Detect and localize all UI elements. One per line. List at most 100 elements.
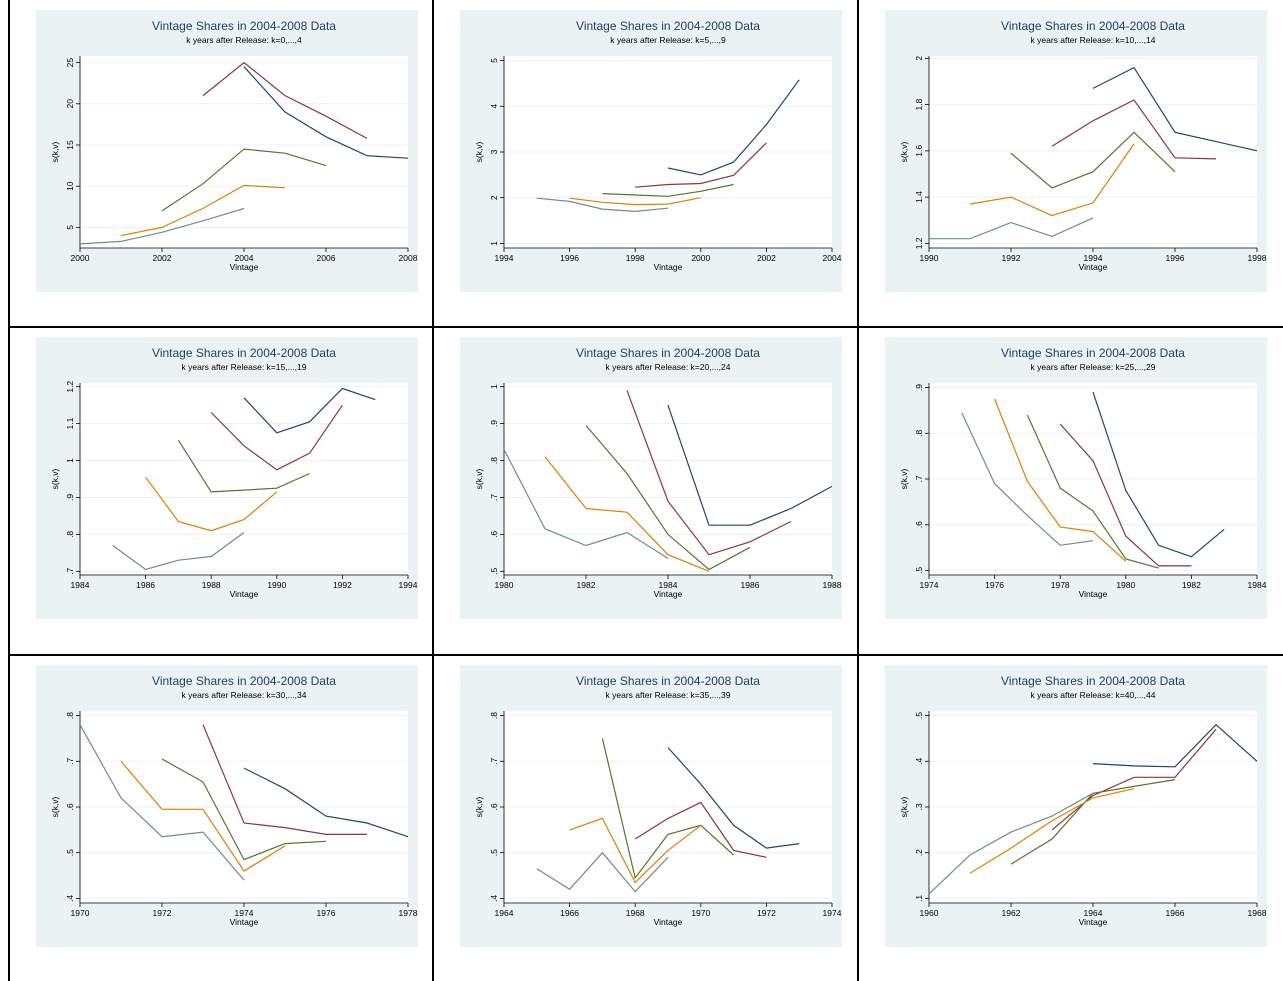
x-axis-label: Vintage (654, 917, 683, 927)
line-chart: 1984 1986 1988 1990 1992 1994 .7 .8 .9 1 1.1 1.2 Vin… (36, 337, 418, 619)
x-tick-label: 1998 (626, 253, 645, 263)
x-tick-label: 1990 (920, 253, 939, 263)
series-line (161, 148, 327, 212)
plot-area (80, 56, 408, 248)
series-line (961, 412, 1094, 546)
chart-title: Vintage Shares in 2004-2008 Data (1001, 19, 1185, 33)
y-tick-label: .8 (65, 531, 75, 538)
x-tick-label: 1968 (1248, 908, 1267, 918)
series-line (1026, 414, 1159, 569)
x-tick-label: 1988 (202, 580, 221, 590)
grid-divider (857, 0, 859, 981)
y-tick-label: .5 (65, 849, 75, 856)
line-chart: 1990 1992 1994 1996 1998 1.2 1.4 1.6 1.8 2 Vintage… (885, 10, 1267, 292)
series-line (202, 724, 367, 835)
chart-title: Vintage Shares in 2004-2008 Data (152, 19, 336, 33)
x-tick-label: 1984 (659, 580, 678, 590)
grid-divider (8, 654, 1283, 656)
y-axis-label: s(k,v) (474, 468, 484, 489)
y-tick-label: 25 (65, 58, 75, 68)
y-tick-label: 20 (65, 99, 75, 109)
series-line (994, 398, 1127, 562)
chart-subtitle: k years after Release: k=25,...,29 (1031, 362, 1156, 372)
series-line (569, 197, 701, 206)
y-tick-label: .7 (65, 757, 75, 764)
y-tick-label: .9 (914, 384, 924, 391)
y-tick-label: .7 (914, 475, 924, 482)
grid-divider (8, 0, 10, 981)
chart-subtitle: k years after Release: k=5,...,9 (610, 35, 726, 45)
y-tick-label: .6 (489, 531, 499, 538)
x-axis-label: Vintage (1079, 917, 1108, 927)
series-line (120, 760, 286, 872)
y-tick-label: .3 (914, 803, 924, 810)
x-tick-label: 1970 (691, 908, 710, 918)
x-tick-label: 1966 (1166, 908, 1185, 918)
chart-subtitle: k years after Release: k=35,...,39 (606, 690, 731, 700)
chart-subtitle: k years after Release: k=30,...,34 (182, 690, 307, 700)
y-tick-label: .9 (489, 420, 499, 427)
x-tick-label: 2004 (235, 253, 254, 263)
y-axis-label: s(k,v) (50, 796, 60, 817)
x-tick-label: 1978 (1051, 580, 1070, 590)
y-axis-label: s(k,v) (899, 141, 909, 162)
series-line (1092, 66, 1258, 152)
series-line (601, 738, 735, 880)
x-tick-label: 2000 (691, 253, 710, 263)
x-tick-label: 1972 (153, 908, 172, 918)
plot-area (929, 56, 1257, 248)
line-chart: 1970 1972 1974 1976 1978 .4 .5 .6 .7 .8 Vintage Sh… (36, 665, 418, 947)
line-chart: 1994 1996 1998 2000 2002 2004 1 2 3 4 5 Vintage Sha… (460, 10, 842, 292)
series-line (1092, 391, 1225, 558)
chart-title: Vintage Shares in 2004-2008 Data (576, 674, 760, 688)
x-tick-label: 2004 (823, 253, 842, 263)
x-tick-label: 1974 (823, 908, 842, 918)
y-tick-label: .5 (914, 712, 924, 719)
series-line (1051, 728, 1217, 831)
series-line (145, 476, 278, 532)
grid-divider (8, 326, 1283, 328)
x-tick-label: 1978 (399, 908, 418, 918)
series-line (1010, 131, 1176, 189)
y-tick-label: .7 (65, 567, 75, 574)
y-tick-label: .9 (65, 494, 75, 501)
x-axis-label: Vintage (230, 917, 259, 927)
line-chart: 2000 2002 2004 2006 2008 5 10 15 20 25 Vintage Sha… (36, 10, 418, 292)
y-tick-label: 1.1 (65, 417, 75, 429)
y-tick-label: .7 (489, 757, 499, 764)
x-axis-label: Vintage (230, 262, 259, 272)
y-tick-label: .5 (489, 849, 499, 856)
x-tick-label: 1984 (1248, 580, 1267, 590)
series-line (928, 792, 1094, 895)
x-tick-label: 1984 (71, 580, 90, 590)
y-axis-label: s(k,v) (50, 141, 60, 162)
y-tick-label: .1 (914, 895, 924, 902)
line-chart: 1964 1966 1968 1970 1972 1974 .4 .5 .6 .7 .8 Vintag… (460, 665, 842, 947)
chart-title: Vintage Shares in 2004-2008 Data (152, 674, 336, 688)
series-line (536, 197, 669, 213)
x-tick-label: 1966 (560, 908, 579, 918)
y-tick-label: .4 (914, 757, 924, 764)
series-line (161, 758, 327, 861)
y-tick-label: .8 (489, 457, 499, 464)
chart-title: Vintage Shares in 2004-2008 Data (1001, 346, 1185, 360)
x-tick-label: 1960 (920, 908, 939, 918)
y-tick-label: .5 (489, 567, 499, 574)
chart-subtitle: k years after Release: k=0,...,4 (186, 35, 302, 45)
y-tick-label: .8 (914, 429, 924, 436)
x-tick-label: 1992 (333, 580, 352, 590)
y-tick-label: .2 (914, 849, 924, 856)
series-line (243, 66, 409, 159)
series-line (1059, 423, 1192, 567)
series-line (79, 724, 245, 881)
plot-area (80, 383, 408, 575)
x-tick-label: 1988 (823, 580, 842, 590)
x-tick-label: 1998 (1248, 253, 1267, 263)
y-tick-label: 10 (65, 181, 75, 191)
x-tick-label: 1996 (560, 253, 579, 263)
chart-title: Vintage Shares in 2004-2008 Data (152, 346, 336, 360)
x-axis-label: Vintage (654, 589, 683, 599)
line-chart: 1960 1962 1964 1966 1968 .1 .2 .3 .4 .5 Vintage Sh… (885, 665, 1267, 947)
chart-subtitle: k years after Release: k=15,...,19 (182, 362, 307, 372)
y-tick-label: .4 (489, 895, 499, 902)
